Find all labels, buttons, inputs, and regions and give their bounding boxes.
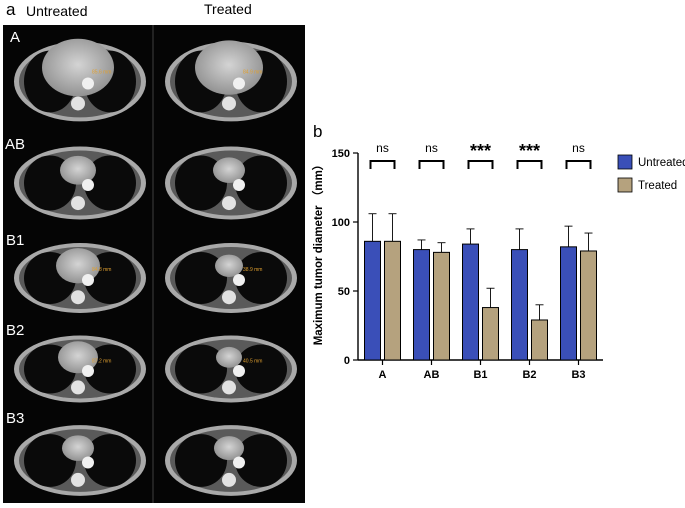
bar-b3-untreated <box>560 246 577 361</box>
ct-b1-treated-aorta <box>233 274 245 286</box>
ct-ab-treated-vertebra <box>222 196 236 211</box>
ct-a-untreated-tumor <box>42 38 114 97</box>
x-tick-label-b1: B1 <box>473 369 487 381</box>
ct-b1-treated-right-lung <box>175 252 227 304</box>
ct-a-untreated-aorta <box>82 77 94 90</box>
ct-b1-treated-tumor <box>215 254 243 277</box>
legend-swatch-treated <box>617 177 633 193</box>
ct-b2-treated-aorta <box>233 365 245 377</box>
x-tick-label-b3: B3 <box>571 369 585 381</box>
ct-b3-untreated-left-lung <box>84 434 136 487</box>
panel-b-letter: b <box>313 122 323 141</box>
legend-label-untreated: Untreated <box>638 157 685 169</box>
treated-column-header: Treated <box>204 1 252 17</box>
ct-a-untreated-vertebra <box>71 96 85 111</box>
ct-ab-treated-left-lung <box>235 155 287 211</box>
significance-label-a: ns <box>376 141 389 155</box>
y-tick-label-100: 100 <box>332 217 350 229</box>
x-tick-label-b2: B2 <box>522 369 536 381</box>
untreated-column-header: Untreated <box>26 3 88 19</box>
ct-b1-untreated-aorta <box>82 274 94 286</box>
ct-b2-untreated-measurement: 87.2 mm <box>92 358 111 364</box>
significance-label-b1: *** <box>470 141 491 161</box>
bar-b2-treated <box>531 319 548 361</box>
ct-a-treated-vertebra <box>222 96 236 111</box>
row-label-b3: B3 <box>6 410 25 427</box>
y-tick-label-150: 150 <box>332 148 350 160</box>
y-axis-label: Maximum tumor diameter （mm） <box>311 159 325 346</box>
ct-b1-treated-left-lung <box>235 252 287 304</box>
ct-a-treated-aorta <box>233 77 245 90</box>
ct-ab-untreated-aorta <box>82 179 94 191</box>
ct-b1-treated-vertebra <box>222 290 236 305</box>
ct-a-treated-measurement: 84.9 mm <box>243 70 262 76</box>
ct-a-untreated-measurement: 85.6 mm <box>92 70 111 76</box>
ct-b3-treated-vertebra <box>222 472 236 487</box>
panel-a-letter: a <box>6 0 16 19</box>
significance-label-ab: ns <box>425 141 438 155</box>
x-tick-label-ab: AB <box>424 369 440 381</box>
bar-a-treated <box>384 240 401 361</box>
significance-label-b2: *** <box>519 141 540 161</box>
row-label-a: A <box>10 29 21 46</box>
ct-scan-images: 85.6 mm 84.9 mm 84.8 mm 38.9 mm 87.2 mm 40.5 … <box>14 25 297 503</box>
y-tick-label-0: 0 <box>344 355 350 367</box>
x-tick-label-a: A <box>379 369 387 381</box>
ct-ab-untreated-left-lung <box>84 155 136 211</box>
row-label-ab: AB <box>5 136 26 153</box>
ct-b1-treated-measurement: 38.9 mm <box>243 267 262 273</box>
bar-b3-treated <box>580 250 597 361</box>
ct-b2-untreated-vertebra <box>71 380 85 395</box>
ct-a-treated-tumor <box>195 40 263 95</box>
ct-b3-treated-aorta <box>233 456 245 469</box>
ct-b2-treated-vertebra <box>222 380 236 395</box>
significance-label-b3: ns <box>572 141 585 155</box>
ct-ab-treated-tumor <box>213 157 245 184</box>
y-tick-label-50: 50 <box>338 286 350 298</box>
significance-bracket-b1 <box>467 160 494 169</box>
bar-ab-treated <box>433 251 450 361</box>
legend-swatch-untreated <box>617 154 633 170</box>
ct-b3-treated-tumor <box>214 436 244 461</box>
bar-b2-untreated <box>511 249 528 361</box>
ct-b1-untreated-measurement: 84.8 mm <box>92 267 111 273</box>
ct-b3-untreated-tumor <box>62 435 94 461</box>
row-label-b1: B1 <box>6 232 25 249</box>
legend-label-treated: Treated <box>638 180 677 192</box>
ct-scan-panel: 85.6 mm 84.9 mm 84.8 mm 38.9 mm 87.2 mm 40.5 … <box>3 25 305 503</box>
significance-bracket-b3 <box>565 160 592 169</box>
ct-b2-treated-measurement: 40.5 mm <box>243 358 262 364</box>
significance-bracket-ab <box>418 160 445 169</box>
ct-b3-treated-right-lung <box>175 434 227 487</box>
ct-b2-treated-right-lung <box>175 344 227 394</box>
bar-a-untreated <box>364 240 381 361</box>
ct-ab-treated-aorta <box>233 179 245 191</box>
ct-b2-treated-tumor <box>216 346 242 368</box>
ct-b2-untreated-aorta <box>82 365 94 377</box>
tumor-diameter-chart: Maximum tumor diameter （mm） 0 50 100 150 Ans… <box>311 141 685 381</box>
ct-ab-untreated-vertebra <box>71 196 85 211</box>
ct-ab-untreated-tumor <box>60 155 96 185</box>
ct-b3-treated-left-lung <box>235 434 287 487</box>
ct-b2-treated-left-lung <box>235 344 287 394</box>
bar-ab-untreated <box>413 249 430 361</box>
ct-b3-untreated-vertebra <box>71 472 85 487</box>
bar-b1-untreated <box>462 243 479 361</box>
bar-b1-treated <box>482 307 499 361</box>
ct-b1-untreated-vertebra <box>71 290 85 305</box>
significance-bracket-b2 <box>516 160 543 169</box>
row-label-b2: B2 <box>6 322 25 339</box>
ct-b3-untreated-aorta <box>82 456 94 469</box>
significance-bracket-a <box>369 160 396 169</box>
